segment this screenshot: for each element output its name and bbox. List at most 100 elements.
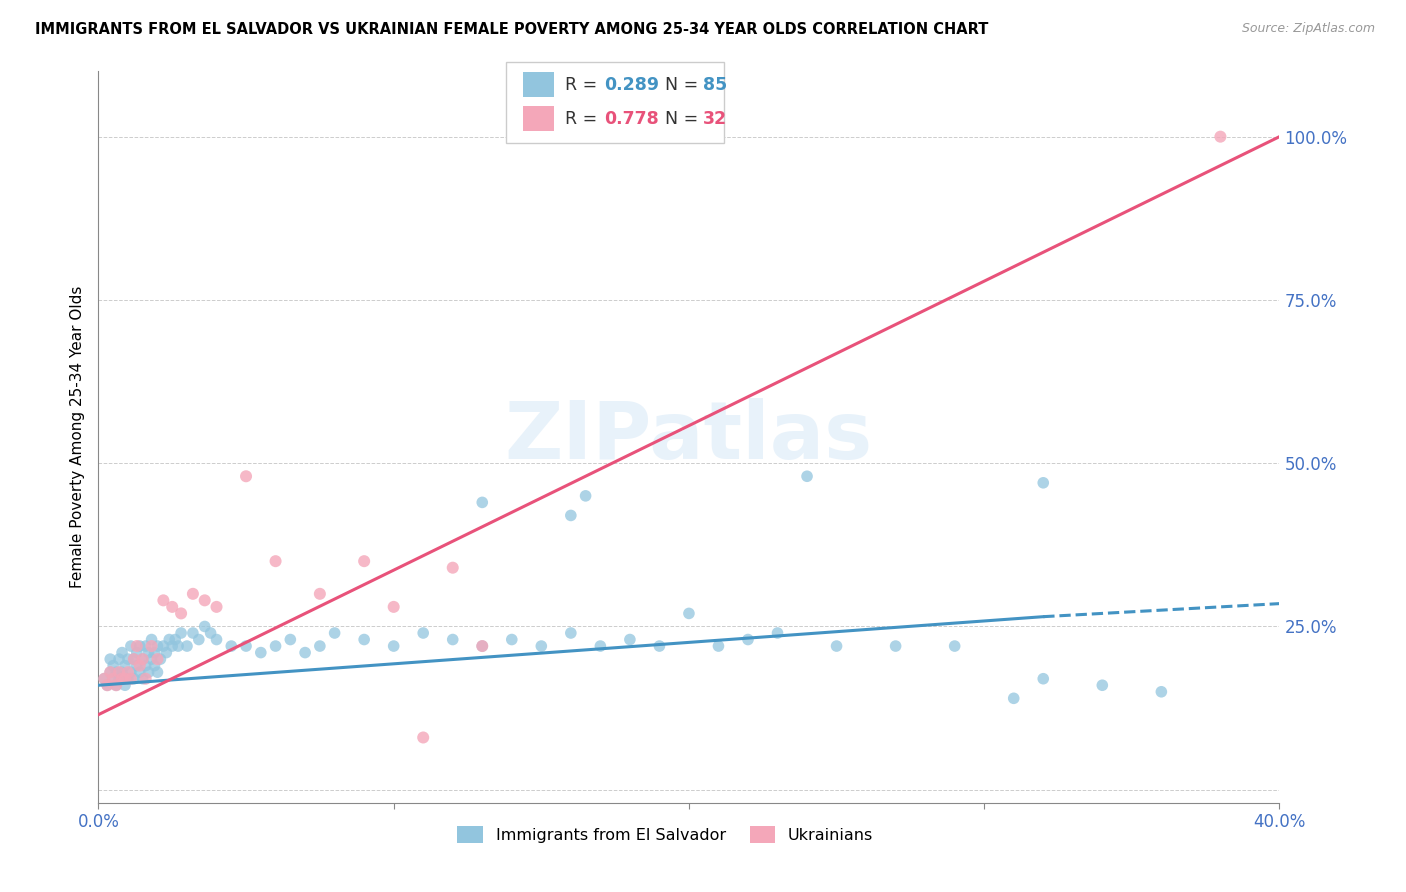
- Point: [648, 639, 671, 653]
- Point: [114, 678, 136, 692]
- Point: [619, 632, 641, 647]
- Point: [181, 626, 204, 640]
- Point: [141, 639, 163, 653]
- Point: [120, 639, 142, 653]
- Point: [235, 639, 257, 653]
- Point: [412, 626, 434, 640]
- Point: [353, 554, 375, 568]
- Point: [796, 469, 818, 483]
- Point: [135, 639, 157, 653]
- Point: [98, 652, 121, 666]
- Point: [382, 639, 405, 653]
- Point: [162, 639, 183, 653]
- Point: [1032, 672, 1054, 686]
- Point: [194, 593, 217, 607]
- Point: [146, 639, 169, 653]
- Point: [108, 665, 131, 680]
- Point: [132, 652, 155, 666]
- Point: [105, 678, 128, 692]
- Point: [264, 639, 287, 653]
- Point: [200, 626, 222, 640]
- Point: [138, 646, 160, 660]
- Point: [135, 672, 157, 686]
- Point: [120, 665, 142, 680]
- Point: [825, 639, 848, 653]
- Point: [162, 599, 183, 614]
- Point: [1150, 685, 1173, 699]
- Point: [560, 626, 582, 640]
- Point: [141, 632, 163, 647]
- Point: [98, 665, 121, 680]
- Point: [122, 652, 145, 666]
- Point: [943, 639, 966, 653]
- Text: 85: 85: [703, 76, 727, 94]
- Point: [114, 672, 136, 686]
- Point: [125, 658, 148, 673]
- Point: [122, 652, 145, 666]
- Point: [111, 646, 134, 660]
- Point: [111, 672, 134, 686]
- Point: [205, 599, 228, 614]
- Point: [108, 652, 131, 666]
- Point: [1209, 129, 1232, 144]
- Point: [138, 665, 160, 680]
- Point: [187, 632, 209, 647]
- Point: [471, 639, 494, 653]
- Point: [132, 652, 155, 666]
- Point: [194, 619, 217, 633]
- Text: Source: ZipAtlas.com: Source: ZipAtlas.com: [1241, 22, 1375, 36]
- Point: [501, 632, 523, 647]
- Point: [141, 652, 163, 666]
- Point: [146, 652, 169, 666]
- Point: [884, 639, 907, 653]
- Text: N =: N =: [654, 76, 703, 94]
- Point: [143, 658, 166, 673]
- Point: [114, 658, 136, 673]
- Point: [152, 593, 174, 607]
- Point: [105, 678, 128, 692]
- Point: [575, 489, 598, 503]
- Point: [280, 632, 302, 647]
- Point: [122, 672, 145, 686]
- Point: [294, 646, 316, 660]
- Point: [176, 639, 198, 653]
- Point: [128, 665, 150, 680]
- Point: [125, 639, 148, 653]
- Point: [152, 639, 174, 653]
- Point: [135, 658, 157, 673]
- Text: N =: N =: [654, 110, 703, 128]
- Point: [323, 626, 346, 640]
- Point: [170, 626, 193, 640]
- Point: [132, 672, 155, 686]
- Point: [93, 672, 115, 686]
- Point: [181, 587, 204, 601]
- Point: [309, 639, 332, 653]
- Point: [167, 639, 190, 653]
- Point: [117, 665, 139, 680]
- Text: IMMIGRANTS FROM EL SALVADOR VS UKRAINIAN FEMALE POVERTY AMONG 25-34 YEAR OLDS CO: IMMIGRANTS FROM EL SALVADOR VS UKRAINIAN…: [35, 22, 988, 37]
- Point: [98, 665, 121, 680]
- Point: [441, 560, 464, 574]
- Text: R =: R =: [565, 76, 603, 94]
- Point: [146, 665, 169, 680]
- Point: [117, 672, 139, 686]
- Point: [412, 731, 434, 745]
- Point: [1002, 691, 1025, 706]
- Point: [1091, 678, 1114, 692]
- Legend: Immigrants from El Salvador, Ukrainians: Immigrants from El Salvador, Ukrainians: [451, 820, 880, 850]
- Y-axis label: Female Poverty Among 25-34 Year Olds: Female Poverty Among 25-34 Year Olds: [69, 286, 84, 588]
- Text: R =: R =: [565, 110, 603, 128]
- Point: [353, 632, 375, 647]
- Point: [766, 626, 789, 640]
- Point: [108, 672, 131, 686]
- Point: [441, 632, 464, 647]
- Point: [471, 639, 494, 653]
- Point: [221, 639, 243, 653]
- Point: [1032, 475, 1054, 490]
- Text: ZIPatlas: ZIPatlas: [505, 398, 873, 476]
- Point: [530, 639, 553, 653]
- Point: [128, 639, 150, 653]
- Point: [250, 646, 273, 660]
- Text: 0.778: 0.778: [605, 110, 659, 128]
- Point: [103, 672, 125, 686]
